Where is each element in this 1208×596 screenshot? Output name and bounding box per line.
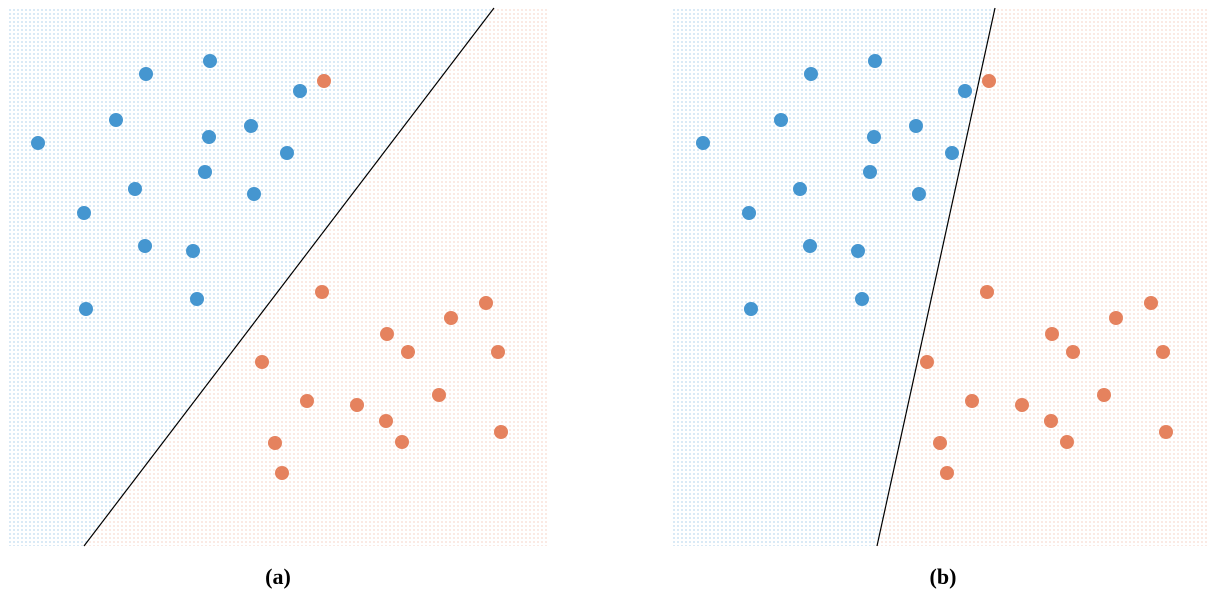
- point: [1159, 425, 1173, 439]
- point: [742, 206, 756, 220]
- point: [1144, 296, 1158, 310]
- point: [315, 285, 329, 299]
- decision-boundary: [83, 7, 495, 547]
- point: [350, 398, 364, 412]
- point: [863, 165, 877, 179]
- point: [380, 327, 394, 341]
- point: [317, 74, 331, 88]
- decision-boundary: [876, 7, 996, 547]
- point: [139, 67, 153, 81]
- region-left: [8, 8, 494, 546]
- point: [793, 182, 807, 196]
- point: [198, 165, 212, 179]
- point: [128, 182, 142, 196]
- point: [1097, 388, 1111, 402]
- point: [945, 146, 959, 160]
- point: [1060, 435, 1074, 449]
- point: [255, 355, 269, 369]
- point: [379, 414, 393, 428]
- point: [940, 466, 954, 480]
- point: [79, 302, 93, 316]
- point: [980, 285, 994, 299]
- point: [280, 146, 294, 160]
- point: [868, 54, 882, 68]
- point: [1045, 327, 1059, 341]
- point: [909, 119, 923, 133]
- point: [401, 345, 415, 359]
- point: [268, 436, 282, 450]
- point: [1156, 345, 1170, 359]
- point: [244, 119, 258, 133]
- point: [1109, 311, 1123, 325]
- point: [203, 54, 217, 68]
- point: [247, 187, 261, 201]
- point: [395, 435, 409, 449]
- point: [109, 113, 123, 127]
- point: [138, 239, 152, 253]
- point: [804, 67, 818, 81]
- point: [1066, 345, 1080, 359]
- point: [855, 292, 869, 306]
- point: [958, 84, 972, 98]
- point: [696, 136, 710, 150]
- point: [432, 388, 446, 402]
- region-left: [673, 8, 995, 546]
- point: [491, 345, 505, 359]
- point: [1044, 414, 1058, 428]
- point: [965, 394, 979, 408]
- point: [803, 239, 817, 253]
- point: [77, 206, 91, 220]
- region-right: [84, 8, 548, 546]
- region-right: [877, 8, 1208, 546]
- panel-caption: (a): [265, 564, 291, 589]
- point: [774, 113, 788, 127]
- point: [851, 244, 865, 258]
- point: [186, 244, 200, 258]
- point: [982, 74, 996, 88]
- point: [300, 394, 314, 408]
- point: [494, 425, 508, 439]
- point: [867, 130, 881, 144]
- point: [912, 187, 926, 201]
- point: [920, 355, 934, 369]
- point: [479, 296, 493, 310]
- point: [1015, 398, 1029, 412]
- panel-caption: (b): [930, 564, 957, 589]
- point: [293, 84, 307, 98]
- point: [202, 130, 216, 144]
- point: [933, 436, 947, 450]
- point: [31, 136, 45, 150]
- point: [275, 466, 289, 480]
- point: [444, 311, 458, 325]
- point: [190, 292, 204, 306]
- point: [744, 302, 758, 316]
